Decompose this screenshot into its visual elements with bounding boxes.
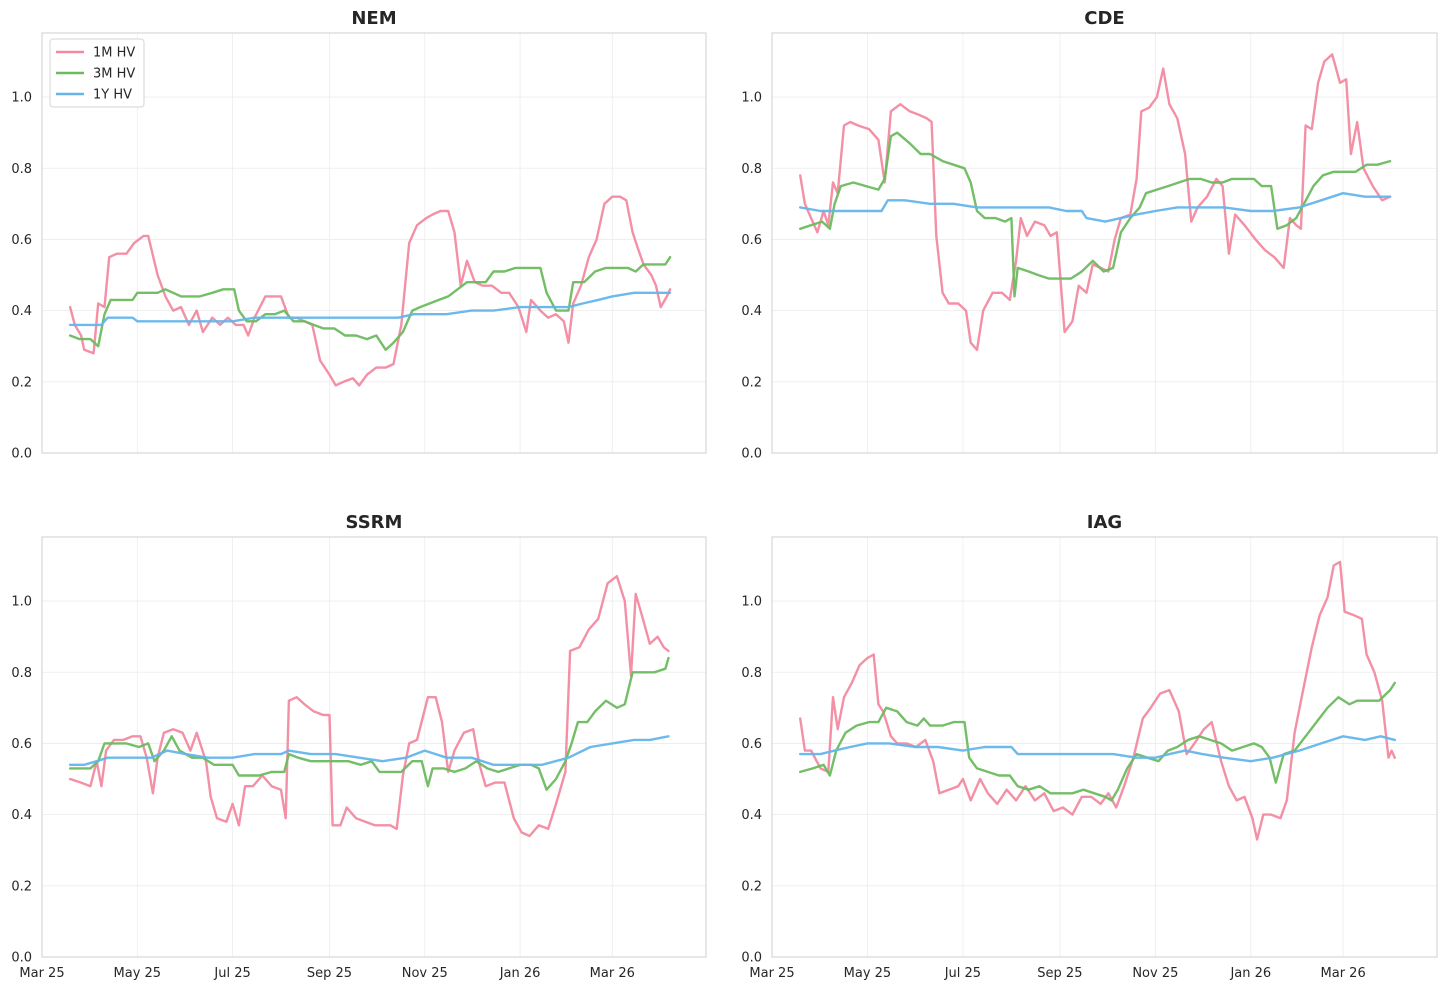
y-tick-label: 0.4 <box>11 808 32 823</box>
series-line-1m-hv <box>799 53 1392 351</box>
x-tick-label: Mar 26 <box>590 966 635 981</box>
y-tick-label: 0.4 <box>741 808 762 823</box>
axes-frame <box>771 536 1438 958</box>
panel-title: NEM <box>351 8 396 29</box>
panel-cde: 0.0 0.2 0.4 0.6 0.8 1.0 CDE <box>741 8 1438 462</box>
legend: 1M HV 3M HV 1Y HV <box>49 38 145 108</box>
x-tick-label: Jan 26 <box>499 966 541 981</box>
y-tick-label: 0.0 <box>11 447 32 462</box>
x-tick-label: Mar 26 <box>1321 966 1366 981</box>
y-tick-label: 1.0 <box>11 595 32 610</box>
legend-label: 3M HV <box>93 67 135 82</box>
x-tick-label: Nov 25 <box>1132 966 1178 981</box>
series-line-1m-hv <box>68 575 670 838</box>
panel-iag: 0.0 0.2 0.4 0.6 0.8 1.0 Mar 25 May 25 Jul 25 Sep … <box>741 512 1438 981</box>
x-tick-label: Jul 25 <box>944 966 981 981</box>
series-line-1y-hv <box>799 192 1392 223</box>
y-tick-label: 0.6 <box>741 233 762 248</box>
y-tick-label: 0.0 <box>741 951 762 966</box>
y-tick-label: 0.8 <box>11 666 32 681</box>
x-tick-label: Mar 25 <box>749 966 794 981</box>
x-tick-label: Jan 26 <box>1229 966 1271 981</box>
panel-title: IAG <box>1087 512 1122 533</box>
series-line-1m-hv <box>799 560 1396 841</box>
axes-frame <box>41 32 707 454</box>
y-tick-label: 1.0 <box>741 595 762 610</box>
series-line-1y-hv <box>799 735 1396 763</box>
series-line-3m-hv <box>68 256 672 351</box>
x-tick-label: Sep 25 <box>1037 966 1082 981</box>
x-tick-label: May 25 <box>114 966 162 981</box>
panel-title: CDE <box>1084 8 1124 29</box>
x-tick-label: May 25 <box>844 966 892 981</box>
y-tick-label: 0.0 <box>741 447 762 462</box>
x-tick-label: Mar 25 <box>19 966 64 981</box>
y-tick-label: 0.2 <box>11 879 32 894</box>
y-tick-label: 0.6 <box>741 737 762 752</box>
x-tick-label: Jul 25 <box>213 966 250 981</box>
axes-frame <box>771 32 1438 454</box>
y-tick-label: 0.8 <box>741 162 762 177</box>
panel-ssrm: 0.0 0.2 0.4 0.6 0.8 1.0 Mar 25 May 25 Jul 25 Sep … <box>11 512 707 981</box>
series-line-1y-hv <box>68 735 670 766</box>
y-tick-label: 0.8 <box>11 162 32 177</box>
y-tick-label: 0.4 <box>11 304 32 319</box>
legend-label: 1Y HV <box>93 88 132 103</box>
axes-frame <box>41 536 707 958</box>
series-line-3m-hv <box>799 131 1392 298</box>
y-tick-label: 1.0 <box>741 91 762 106</box>
plot-area <box>772 537 1437 957</box>
panel-title: SSRM <box>346 512 403 533</box>
y-tick-label: 0.6 <box>11 233 32 248</box>
y-tick-label: 0.2 <box>741 375 762 390</box>
series-line-1y-hv <box>68 291 672 327</box>
plot-area <box>772 33 1437 453</box>
panel-nem: 0.0 0.2 0.4 0.6 0.8 1.0 NEM 1M HV 3M HV 1Y HV <box>11 8 707 462</box>
y-tick-label: 0.2 <box>11 375 32 390</box>
series-line-3m-hv <box>68 656 670 791</box>
x-tick-label: Sep 25 <box>307 966 352 981</box>
legend-box <box>49 38 145 108</box>
y-tick-label: 0.8 <box>741 666 762 681</box>
y-tick-label: 0.6 <box>11 737 32 752</box>
x-tick-label: Nov 25 <box>402 966 448 981</box>
y-tick-label: 0.2 <box>741 879 762 894</box>
y-tick-label: 1.0 <box>11 91 32 106</box>
y-tick-label: 0.0 <box>11 951 32 966</box>
y-tick-label: 0.4 <box>741 304 762 319</box>
legend-label: 1M HV <box>93 46 135 61</box>
